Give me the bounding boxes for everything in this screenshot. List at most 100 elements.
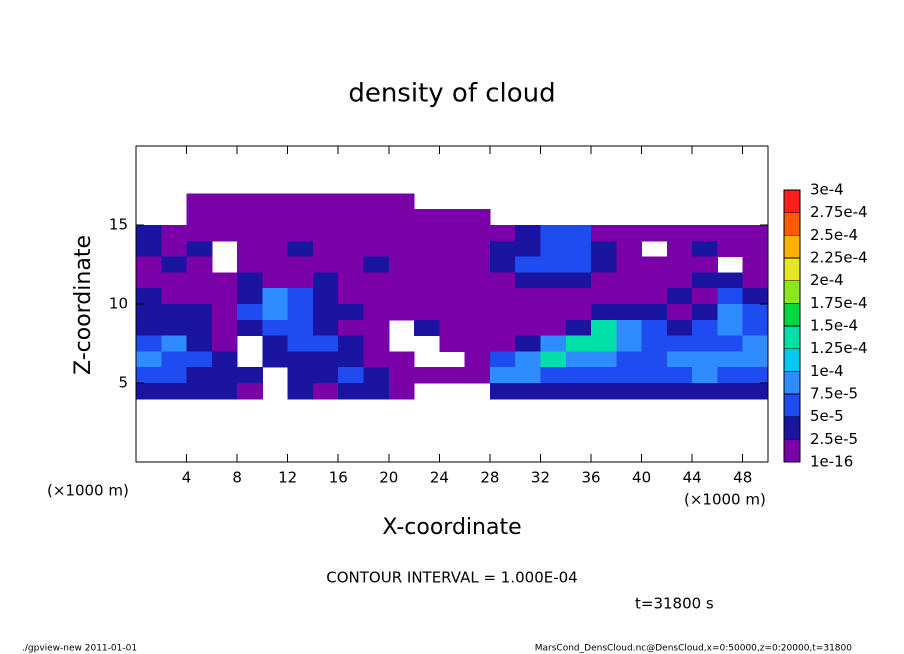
x-tick-label: 32 — [531, 469, 550, 487]
density-cell — [439, 256, 466, 273]
density-cell — [211, 319, 238, 337]
density-cell — [565, 240, 592, 258]
density-cell — [464, 367, 491, 384]
density-cell — [186, 209, 213, 226]
density-cell — [136, 288, 162, 305]
density-cell — [161, 256, 188, 273]
density-cell — [414, 319, 440, 337]
density-cell — [161, 383, 188, 400]
density-cell — [616, 367, 643, 384]
colorbar-swatch — [783, 212, 801, 236]
density-cell — [287, 288, 314, 305]
density-cell — [237, 209, 263, 226]
density-cell — [591, 383, 617, 400]
density-cell — [439, 335, 466, 352]
density-cell — [692, 351, 718, 368]
density-cell — [312, 335, 339, 352]
density-cell — [211, 304, 238, 321]
density-cell — [641, 383, 668, 400]
density-cell — [692, 225, 718, 242]
colorbar-label: 1.25e-4 — [810, 339, 868, 357]
density-cell — [161, 367, 188, 384]
density-cell — [565, 367, 592, 384]
density-cell — [136, 319, 162, 337]
density-cell — [287, 209, 314, 226]
density-cell — [262, 304, 289, 321]
density-cell — [489, 351, 516, 368]
density-cell — [692, 240, 718, 258]
y-axis-label: Z-coordinate — [71, 235, 96, 375]
density-cell — [742, 256, 769, 273]
density-cell — [742, 240, 769, 258]
density-cell — [489, 240, 516, 258]
density-cell — [186, 335, 213, 352]
density-cell — [388, 367, 415, 384]
density-cell — [211, 209, 238, 226]
density-cell — [363, 335, 390, 352]
density-cell — [464, 225, 491, 242]
density-cell — [186, 225, 213, 242]
x-tick-label: 28 — [480, 469, 499, 487]
density-cell — [287, 319, 314, 337]
density-cell — [338, 335, 365, 352]
density-cell — [262, 225, 289, 242]
density-cell — [692, 367, 718, 384]
colorbar-label: 7.5e-5 — [810, 385, 858, 403]
colorbar-swatch — [783, 235, 801, 259]
contour-note: CONTOUR INTERVAL = 1.000E-04 — [326, 569, 577, 587]
density-cell — [742, 225, 769, 242]
density-cell — [515, 256, 541, 273]
density-cell — [641, 351, 668, 368]
density-cell — [515, 272, 541, 289]
density-cell — [388, 288, 415, 305]
density-cell — [312, 193, 339, 210]
x-tick-label: 12 — [278, 469, 297, 487]
density-cell — [666, 225, 693, 242]
density-cell — [414, 288, 440, 305]
density-cell — [616, 335, 643, 352]
density-cell — [565, 272, 592, 289]
density-cell — [540, 225, 567, 242]
density-cell — [186, 304, 213, 321]
density-cell — [439, 209, 466, 226]
density-cell — [262, 319, 289, 337]
density-cell — [489, 367, 516, 384]
y-tick-label: 15 — [109, 216, 128, 234]
density-cell — [136, 367, 162, 384]
density-cell — [464, 335, 491, 352]
density-cell — [312, 304, 339, 321]
density-cell — [692, 272, 718, 289]
density-cell — [211, 383, 238, 400]
density-cell — [742, 351, 769, 368]
density-cell — [161, 240, 188, 258]
density-cell — [489, 383, 516, 400]
density-cell — [565, 288, 592, 305]
density-cell — [464, 288, 491, 305]
density-cell — [591, 319, 617, 337]
density-cell — [692, 288, 718, 305]
density-cell — [211, 288, 238, 305]
density-cell — [161, 304, 188, 321]
density-cell — [363, 304, 390, 321]
density-cell — [338, 225, 365, 242]
density-cell — [515, 240, 541, 258]
density-cell — [287, 225, 314, 242]
colorbar-label: 1e-16 — [810, 453, 853, 471]
density-cell — [565, 351, 592, 368]
density-cell — [616, 319, 643, 337]
density-cell — [717, 225, 744, 242]
density-cell — [161, 225, 188, 242]
time-note: t=31800 s — [635, 595, 714, 613]
density-cell — [388, 225, 415, 242]
density-cell — [464, 240, 491, 258]
density-cell — [489, 256, 516, 273]
density-cell — [742, 383, 769, 400]
density-cell — [717, 383, 744, 400]
density-cell — [717, 351, 744, 368]
density-cell — [489, 304, 516, 321]
density-cell — [211, 367, 238, 384]
density-cell — [692, 335, 718, 352]
colorbar-swatch — [783, 348, 801, 372]
density-cell — [136, 256, 162, 273]
density-cell — [464, 319, 491, 337]
